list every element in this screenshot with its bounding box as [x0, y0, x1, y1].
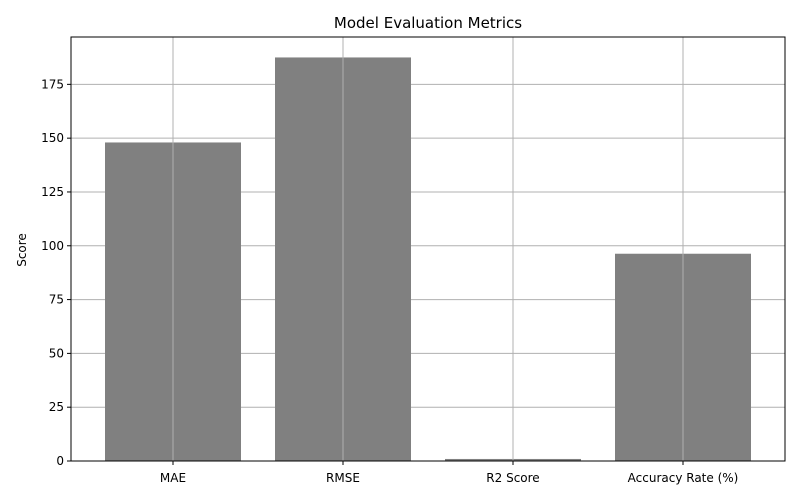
bars — [105, 57, 751, 462]
y-tick-label: 50 — [49, 346, 64, 360]
x-grid-lines — [172, 37, 684, 461]
x-tick-label: Accuracy Rate (%) — [628, 471, 739, 485]
y-axis-label: Score — [15, 233, 29, 267]
y-tick-label: 125 — [41, 185, 64, 199]
y-tick-label: 150 — [41, 131, 64, 145]
x-tick-label: R2 Score — [486, 471, 539, 485]
y-tick-label: 175 — [41, 77, 64, 91]
plot-frame — [70, 36, 786, 462]
x-tick-label: MAE — [160, 471, 186, 485]
tick-labels: 0 25 50 75 100 125 150 175 MAE RMSE R2 Score Accura… — [41, 77, 738, 485]
y-tick-label: 75 — [49, 293, 64, 307]
y-tick-label: 100 — [41, 239, 64, 253]
chart-title: Model Evaluation Metrics — [334, 14, 522, 32]
x-tick-label: RMSE — [326, 471, 360, 485]
y-tick-label: 0 — [56, 454, 64, 468]
y-tick-label: 25 — [49, 400, 64, 414]
